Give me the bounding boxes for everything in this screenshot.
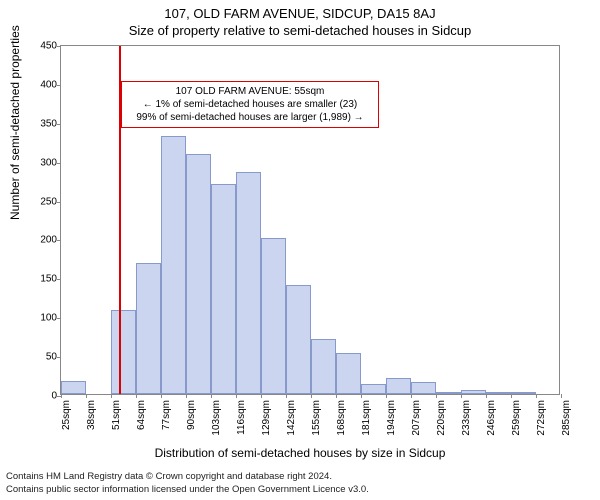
x-tick-mark [436,394,437,398]
x-tick-mark [461,394,462,398]
x-tick-label: 194sqm [386,400,397,436]
y-tick-mark [57,357,61,358]
x-tick-mark [286,394,287,398]
y-tick-mark [57,202,61,203]
x-tick-label: 129sqm [261,400,272,436]
x-tick-label: 155sqm [311,400,322,436]
histogram-bar [286,285,311,394]
x-tick-mark [211,394,212,398]
x-tick-mark [136,394,137,398]
histogram-bar [186,154,211,394]
x-tick-label: 207sqm [411,400,422,436]
annotation-box: 107 OLD FARM AVENUE: 55sqm← 1% of semi-d… [121,81,379,128]
x-tick-mark [111,394,112,398]
annotation-line3: 99% of semi-detached houses are larger (… [127,111,373,124]
x-tick-label: 142sqm [286,400,297,436]
x-tick-mark [61,394,62,398]
annotation-line1: 107 OLD FARM AVENUE: 55sqm [127,85,373,98]
y-tick-mark [57,46,61,47]
annotation-line2: ← 1% of semi-detached houses are smaller… [127,98,373,111]
x-tick-label: 168sqm [336,400,347,436]
histogram-bar [411,382,436,394]
x-axis-label: Distribution of semi-detached houses by … [0,446,600,460]
histogram-bar [361,384,386,394]
histogram-bar [236,172,261,394]
page-title: 107, OLD FARM AVENUE, SIDCUP, DA15 8AJ [0,0,600,21]
x-tick-label: 38sqm [86,400,97,430]
x-tick-mark [536,394,537,398]
histogram-bar [211,184,236,394]
histogram-bar [436,392,461,394]
y-tick-mark [57,318,61,319]
footer: Contains HM Land Registry data © Crown c… [6,471,594,496]
x-tick-mark [511,394,512,398]
histogram-bar [336,353,361,394]
x-tick-label: 259sqm [511,400,522,436]
page-subtitle: Size of property relative to semi-detach… [0,21,600,38]
x-tick-label: 246sqm [486,400,497,436]
y-tick-mark [57,124,61,125]
x-tick-mark [486,394,487,398]
histogram-bar [61,381,86,394]
x-tick-mark [186,394,187,398]
y-tick-mark [57,85,61,86]
histogram-bar [311,339,336,394]
x-tick-label: 220sqm [436,400,447,436]
y-axis-label: Number of semi-detached properties [8,25,22,220]
x-tick-mark [86,394,87,398]
x-tick-mark [311,394,312,398]
x-tick-mark [386,394,387,398]
footer-line2: Contains public sector information licen… [6,484,594,496]
x-tick-label: 64sqm [136,400,147,430]
histogram-bar [111,310,136,394]
x-tick-mark [411,394,412,398]
histogram-bar [261,238,286,394]
y-tick-mark [57,240,61,241]
x-tick-label: 103sqm [211,400,222,436]
chart-area: 05010015020025030035040045025sqm38sqm51s… [60,45,560,395]
x-tick-label: 51sqm [111,400,122,430]
histogram-bar [461,390,486,394]
x-tick-label: 77sqm [161,400,172,430]
histogram-bar [161,136,186,394]
x-tick-mark [236,394,237,398]
x-tick-mark [336,394,337,398]
histogram-bar [511,392,536,394]
x-tick-mark [561,394,562,398]
histogram-bar [486,392,511,394]
x-tick-label: 90sqm [186,400,197,430]
x-tick-label: 25sqm [61,400,72,430]
x-tick-label: 233sqm [461,400,472,436]
y-tick-mark [57,163,61,164]
x-tick-mark [261,394,262,398]
x-tick-mark [361,394,362,398]
x-tick-label: 272sqm [536,400,547,436]
x-tick-label: 181sqm [361,400,372,436]
histogram-bar [136,263,161,394]
x-tick-label: 116sqm [236,400,247,435]
footer-line1: Contains HM Land Registry data © Crown c… [6,471,594,483]
histogram-bar [386,378,411,394]
x-tick-mark [161,394,162,398]
x-tick-label: 285sqm [561,400,572,436]
y-tick-mark [57,279,61,280]
